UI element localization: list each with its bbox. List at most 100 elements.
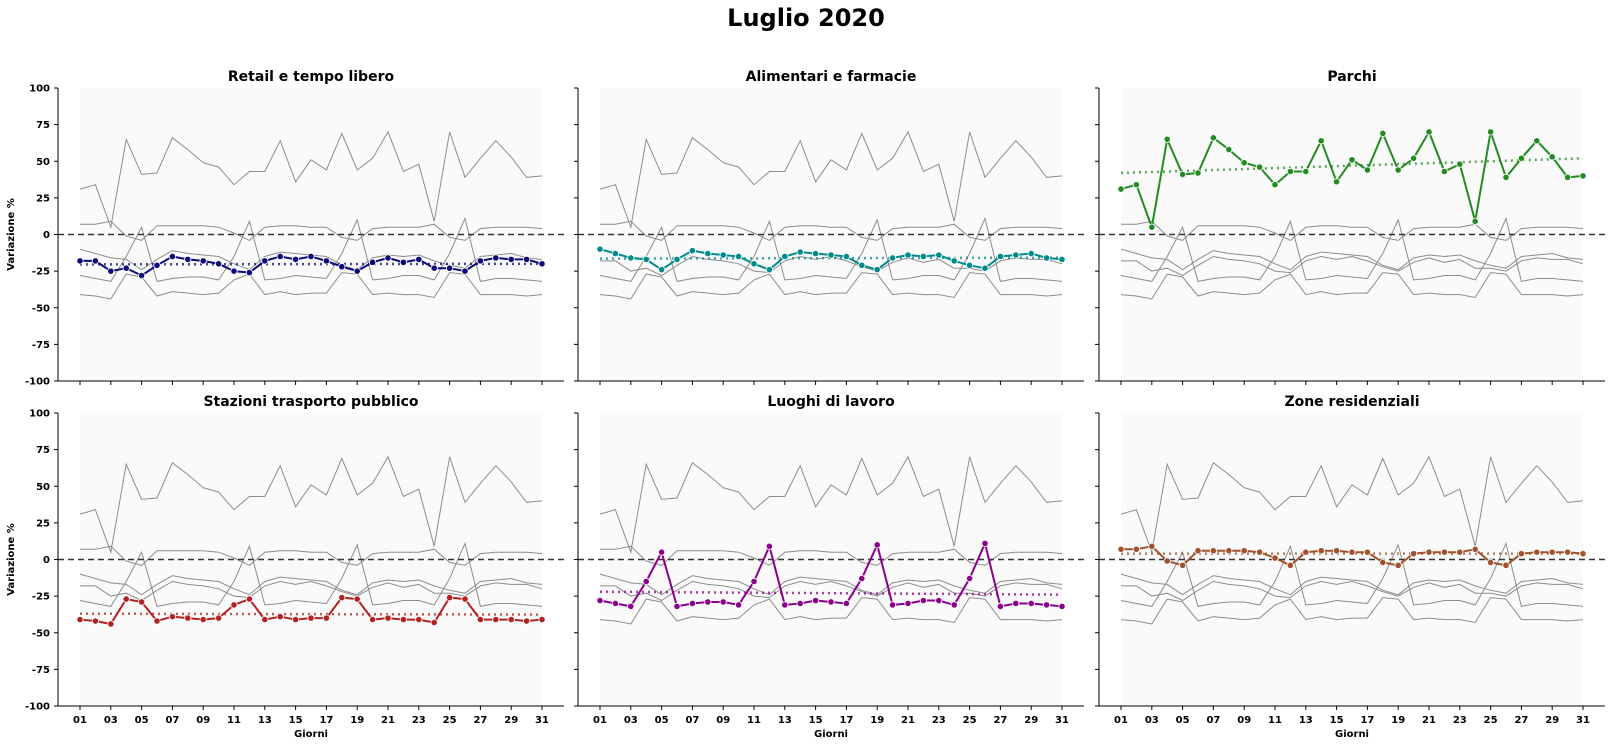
data-point	[950, 257, 958, 265]
y-tick-label: 25	[36, 193, 50, 204]
x-tick-label: 19	[1391, 715, 1405, 726]
y-tick-label: 0	[43, 230, 50, 241]
trend-line	[599, 256, 1063, 260]
data-point	[842, 252, 851, 261]
data-point	[858, 261, 866, 269]
data-point	[673, 602, 681, 610]
data-point	[399, 615, 407, 624]
data-point	[276, 252, 284, 261]
data-point	[827, 251, 835, 259]
panel-zone-residenziali: 01 03 05 07 09 11 13 15 17 19 21 23 25 27 29 31 Zone res…	[1095, 394, 1605, 740]
data-point	[1209, 547, 1218, 555]
data-point	[842, 599, 851, 608]
data-point	[445, 593, 454, 602]
y-tick-label: 0	[43, 555, 50, 566]
data-point	[538, 615, 546, 624]
y-tick-label: 50	[36, 157, 50, 168]
data-point	[873, 266, 881, 274]
x-tick-label: 01	[73, 715, 87, 726]
data-point	[476, 257, 484, 265]
data-point	[322, 257, 330, 265]
data-point	[368, 615, 377, 624]
trend-line	[79, 612, 543, 616]
data-point	[627, 254, 635, 262]
x-tick-label: 11	[1268, 715, 1282, 726]
x-tick-label: 15	[1330, 715, 1344, 726]
data-point	[1194, 169, 1202, 177]
data-point	[1117, 545, 1125, 553]
data-point	[996, 602, 1005, 610]
data-point	[811, 249, 820, 258]
x-tick-label: 17	[839, 715, 853, 726]
y-tick-label: 75	[36, 120, 50, 131]
x-tick-label: 29	[1545, 715, 1559, 726]
data-point	[765, 266, 774, 274]
data-point	[461, 595, 469, 603]
data-point	[1363, 166, 1372, 174]
data-point	[888, 601, 897, 609]
x-tick-label: 27	[473, 715, 487, 726]
data-point	[1410, 550, 1418, 558]
data-point	[1533, 548, 1541, 556]
x-tick-label: 07	[685, 715, 699, 726]
x-tick-label: 05	[1176, 715, 1190, 726]
data-point	[384, 254, 392, 262]
data-point	[1333, 178, 1341, 186]
data-point	[1271, 554, 1279, 562]
panel-title: Stazioni trasporto pubblico	[203, 394, 418, 410]
x-tick-label: 25	[963, 715, 977, 726]
data-point	[1502, 561, 1510, 569]
data-point	[415, 615, 423, 624]
data-point	[1012, 251, 1020, 259]
data-point	[1564, 548, 1572, 556]
data-point	[245, 595, 253, 603]
data-point	[981, 264, 989, 272]
panel-title: Retail e tempo libero	[228, 69, 395, 85]
data-point	[1440, 167, 1449, 176]
data-point	[168, 252, 176, 261]
data-point	[781, 252, 789, 261]
reference-line-parchi	[1120, 455, 1584, 555]
data-point	[430, 264, 438, 272]
x-tick-label: 13	[258, 715, 272, 726]
data-point	[538, 260, 546, 268]
data-point	[1394, 561, 1402, 569]
x-tick-label: 25	[1484, 715, 1498, 726]
x-tick-label: 21	[1422, 715, 1436, 726]
data-point	[199, 257, 207, 265]
data-point	[1043, 254, 1051, 262]
data-point	[1333, 547, 1341, 555]
data-point	[445, 264, 454, 272]
data-point	[719, 598, 727, 606]
data-point	[399, 258, 407, 266]
x-tick-label: 11	[227, 715, 241, 726]
data-point	[704, 249, 712, 258]
data-point	[507, 615, 515, 624]
data-point	[230, 267, 238, 275]
data-point	[796, 599, 804, 608]
reference-line-zone-residenziali	[1121, 220, 1584, 241]
data-point	[522, 255, 531, 264]
data-point	[91, 257, 100, 265]
x-tick-label: 21	[381, 715, 395, 726]
x-tick-label: 03	[1145, 715, 1159, 726]
y-tick-label: -75	[32, 665, 50, 676]
data-point	[1286, 561, 1295, 569]
data-point	[1348, 548, 1356, 556]
x-axis-label: Giorni	[294, 729, 328, 740]
data-point	[1517, 154, 1526, 162]
data-point	[1194, 547, 1202, 555]
data-point	[1027, 249, 1035, 258]
y-tick-label: -100	[25, 377, 50, 388]
data-point	[781, 601, 789, 609]
x-tick-label: 29	[1024, 715, 1038, 726]
x-tick-label: 05	[655, 715, 669, 726]
reference-line-stazioni-trasporto-pubblico	[599, 597, 1063, 625]
data-point	[153, 617, 161, 625]
data-point	[642, 255, 650, 264]
x-tick-label: 13	[778, 715, 792, 726]
panel-retail-e-tempo-libero: 100 75 50 25 0 -25 -50 -75 -100 Retail e tempo li…	[6, 69, 564, 388]
data-point	[1579, 172, 1587, 180]
data-point	[1132, 545, 1141, 553]
